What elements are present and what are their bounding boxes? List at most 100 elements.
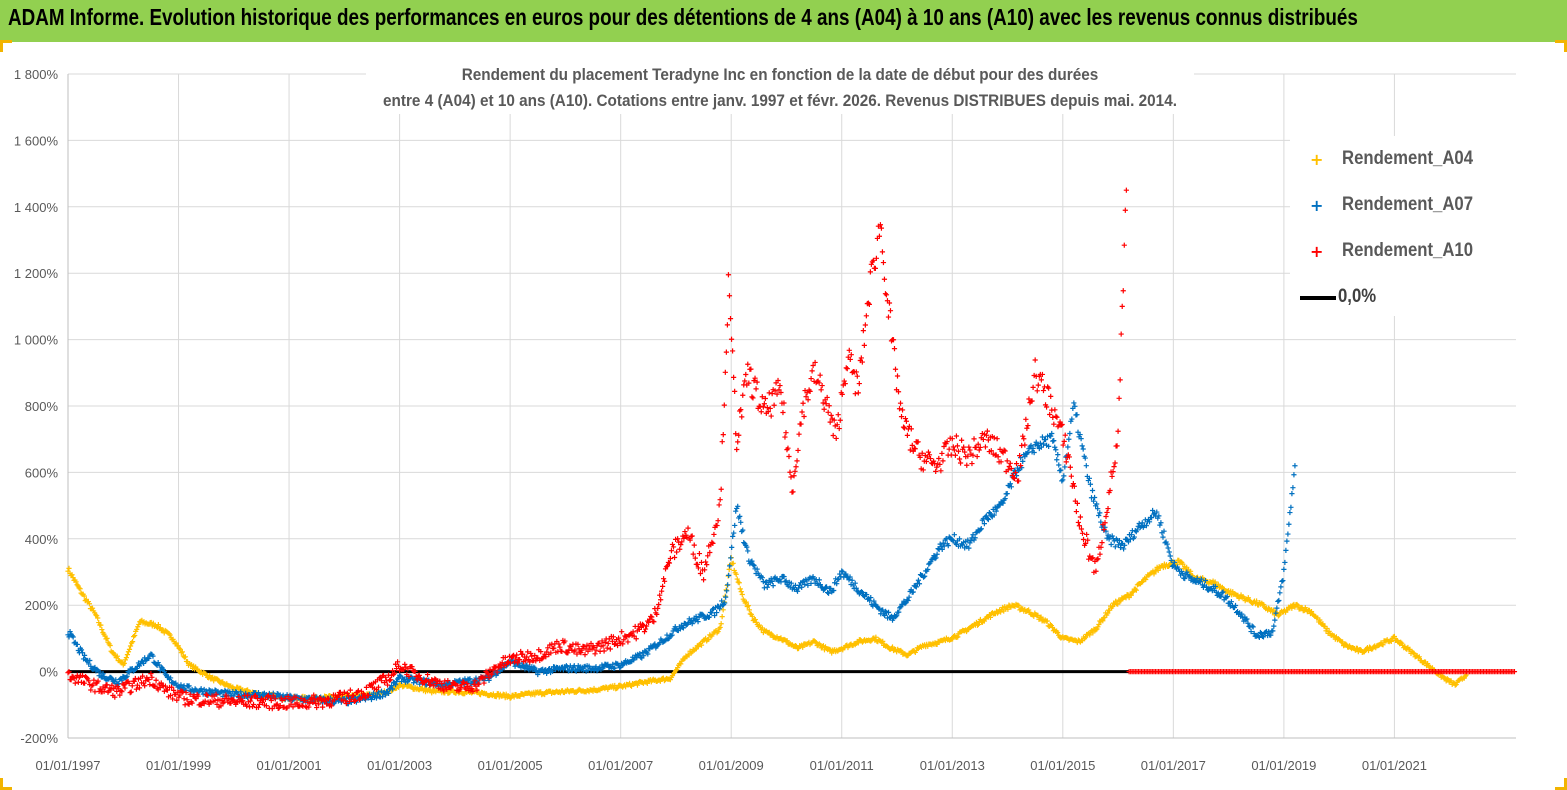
- series-point-Rendement_A07: [906, 594, 912, 600]
- series-point-Rendement_A10: [1074, 500, 1080, 506]
- series-point-Rendement_A04: [1211, 580, 1217, 586]
- series-point-Rendement_A10: [311, 692, 317, 698]
- series-point-Rendement_A04: [1047, 621, 1053, 628]
- series-point-Rendement_A04: [1245, 595, 1251, 601]
- series-point-Rendement_A07: [1248, 628, 1254, 635]
- series-point-Rendement_A07: [150, 653, 156, 659]
- legend-label-a10: Rendement_A10: [1342, 240, 1474, 261]
- series-point-Rendement_A04: [408, 683, 414, 689]
- series-point-Rendement_A10: [279, 697, 285, 703]
- series-point-Rendement_A10: [250, 701, 257, 708]
- series-point-Rendement_A04: [1343, 641, 1349, 647]
- series-point-Rendement_A10: [836, 425, 842, 432]
- series-point-Rendement_A07: [1184, 569, 1190, 575]
- series-point-Rendement_A10: [657, 592, 663, 598]
- series-point-Rendement_A10: [73, 675, 79, 681]
- series-point-Rendement_A10: [748, 366, 754, 372]
- series-point-Rendement_A10: [527, 659, 533, 665]
- series-point-Rendement_A07: [1239, 611, 1245, 617]
- series-point-Rendement_A10: [707, 549, 713, 556]
- series-point-Rendement_A10: [273, 702, 279, 708]
- series-point-Rendement_A07: [580, 667, 586, 673]
- series-point-Rendement_A07: [1080, 446, 1086, 452]
- series-point-Rendement_A10: [476, 681, 482, 687]
- series-point-Rendement_A07: [1078, 436, 1084, 442]
- series-point-Rendement_A10: [548, 650, 554, 656]
- series-point-Rendement_A04: [136, 621, 142, 628]
- series-point-Rendement_A10: [860, 328, 866, 334]
- series-point-Rendement_A10: [406, 673, 412, 679]
- series-point-Rendement_A10: [1005, 467, 1011, 473]
- series-point-Rendement_A04: [125, 649, 132, 655]
- series-point-Rendement_A10: [760, 404, 766, 410]
- series-point-Rendement_A04: [1184, 564, 1190, 570]
- series-point-Rendement_A10: [523, 658, 529, 664]
- series-point-Rendement_A04: [614, 685, 620, 692]
- series-point-Rendement_A07: [965, 537, 971, 543]
- series-point-Rendement_A07: [238, 689, 244, 695]
- series-point-Rendement_A10: [1119, 303, 1125, 309]
- series-point-Rendement_A10: [654, 611, 660, 617]
- series-point-Rendement_A10: [387, 677, 394, 683]
- series-point-Rendement_A10: [484, 670, 490, 676]
- series-point-Rendement_A07: [1278, 584, 1284, 590]
- series-point-Rendement_A07: [696, 614, 702, 620]
- series-point-Rendement_A07: [385, 690, 392, 697]
- series-point-Rendement_A10: [228, 700, 234, 706]
- series-point-Rendement_A10: [759, 394, 765, 400]
- series-point-Rendement_A10: [976, 447, 982, 453]
- series-point-Rendement_A10: [791, 473, 797, 479]
- series-point-Rendement_A10: [766, 390, 772, 396]
- series-point-Rendement_A10: [792, 468, 798, 474]
- series-point-Rendement_A10: [119, 689, 125, 695]
- series-point-Rendement_A10: [1093, 568, 1099, 574]
- series-point-Rendement_A07: [1131, 534, 1137, 540]
- series-point-Rendement_A04: [114, 653, 120, 659]
- series-point-Rendement_A04: [731, 567, 737, 574]
- series-point-Rendement_A10: [795, 447, 801, 454]
- series-point-Rendement_A10: [378, 678, 385, 684]
- series-point-Rendement_A07: [834, 581, 840, 587]
- series-point-Rendement_A10: [1016, 478, 1022, 484]
- series-point-Rendement_A10: [95, 678, 101, 684]
- series-point-Rendement_A07: [751, 562, 757, 569]
- series-point-Rendement_A07: [826, 590, 832, 596]
- series-point-Rendement_A07: [1054, 457, 1060, 463]
- series-point-Rendement_A07: [1042, 436, 1049, 443]
- series-point-Rendement_A07: [978, 526, 984, 532]
- series-point-Rendement_A10: [751, 378, 757, 384]
- series-point-Rendement_A10: [823, 401, 829, 407]
- series-point-Rendement_A07: [770, 583, 776, 589]
- series-point-Rendement_A04: [977, 616, 984, 623]
- series-point-Rendement_A10: [805, 397, 811, 403]
- series-point-Rendement_A10: [1043, 404, 1050, 410]
- series-point-Rendement_A07: [1182, 575, 1188, 582]
- series-point-Rendement_A10: [983, 432, 990, 438]
- series-point-Rendement_A10: [675, 536, 681, 542]
- series-point-Rendement_A10: [734, 446, 740, 453]
- series-point-Rendement_A10: [1104, 509, 1110, 516]
- series-point-Rendement_A10: [687, 537, 693, 543]
- series-point-Rendement_A07: [880, 607, 886, 613]
- series-point-Rendement_A10: [975, 441, 981, 447]
- series-point-Rendement_A10: [642, 626, 649, 632]
- series-point-Rendement_A07: [78, 647, 85, 653]
- series-point-Rendement_A10: [567, 643, 573, 649]
- series-point-Rendement_A10: [775, 377, 781, 384]
- series-point-Rendement_A10: [891, 346, 898, 352]
- series-point-Rendement_A10: [383, 678, 390, 684]
- series-point-Rendement_A04: [127, 643, 134, 649]
- series-point-Rendement_A10: [572, 647, 578, 653]
- series-point-Rendement_A10: [1094, 557, 1100, 563]
- series-point-Rendement_A10: [879, 249, 886, 255]
- series-point-Rendement_A10: [610, 634, 617, 640]
- series-point-Rendement_A07: [695, 619, 701, 625]
- series-point-Rendement_A07: [894, 613, 900, 619]
- series-point-Rendement_A04: [155, 622, 161, 628]
- series-point-Rendement_A10: [507, 660, 514, 666]
- series-point-Rendement_A10: [1068, 473, 1074, 479]
- series-point-Rendement_A07: [868, 594, 874, 601]
- series-point-Rendement_A10: [609, 638, 615, 644]
- series-point-Rendement_A10: [1025, 422, 1031, 429]
- series-point-Rendement_A10: [966, 444, 972, 450]
